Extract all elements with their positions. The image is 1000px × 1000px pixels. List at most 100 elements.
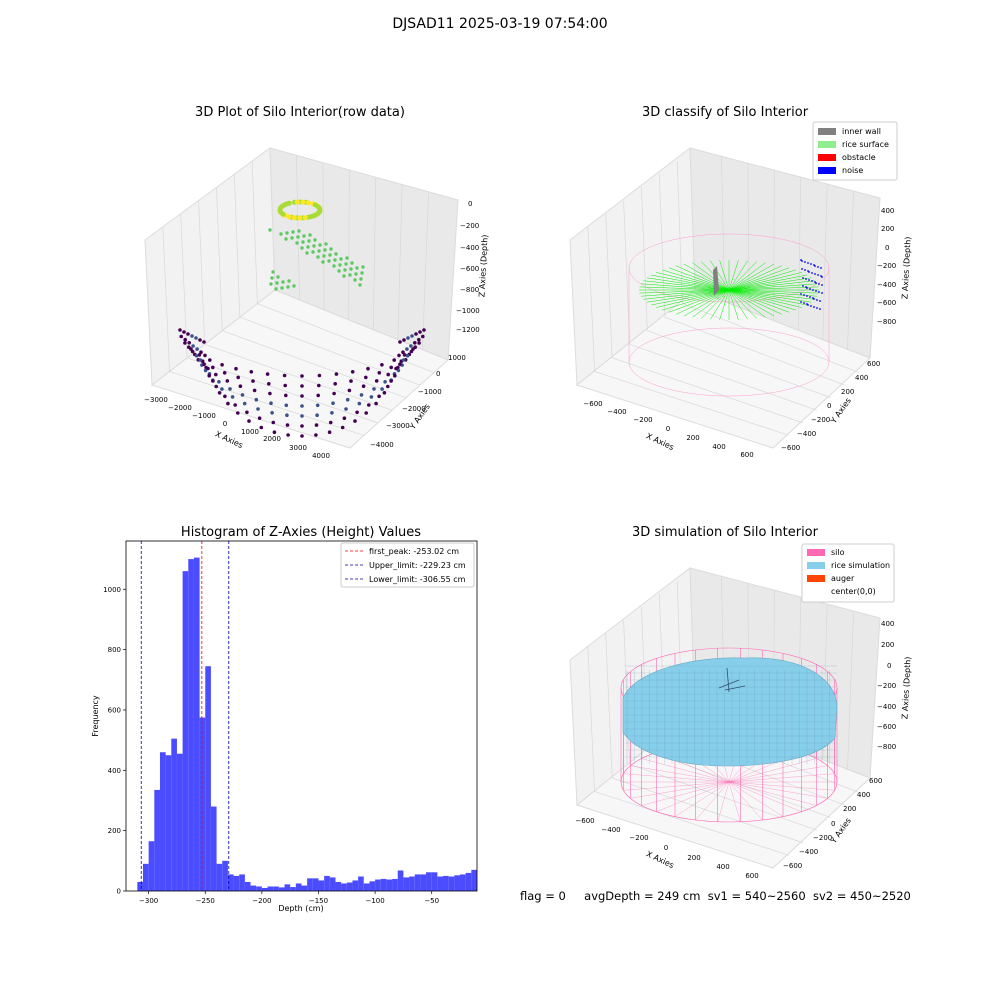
svg-text:0: 0 xyxy=(666,425,670,433)
grid-line xyxy=(587,646,595,792)
data-point xyxy=(417,341,421,345)
data-point xyxy=(281,280,285,284)
surface-line xyxy=(692,289,730,318)
data-point xyxy=(349,379,353,383)
grid-line xyxy=(612,357,804,424)
surface-line xyxy=(662,289,730,311)
data-point xyxy=(245,410,249,415)
svg-text:600: 600 xyxy=(745,872,758,880)
data-point xyxy=(234,366,238,371)
surface-line xyxy=(728,289,818,297)
data-point xyxy=(311,250,315,254)
data-point xyxy=(194,336,198,340)
silo-strut xyxy=(630,781,730,799)
data-point xyxy=(308,233,312,237)
grid-line xyxy=(629,763,818,831)
data-point xyxy=(257,416,262,421)
axes-panes xyxy=(569,147,881,449)
svg-text:−600: −600 xyxy=(877,723,896,731)
svg-text:−1000: −1000 xyxy=(418,388,442,396)
svg-text:−200: −200 xyxy=(811,416,830,424)
noise-point xyxy=(801,268,803,270)
y-axis-label: Frequency xyxy=(91,695,100,737)
surface-line xyxy=(728,289,757,319)
grid-line xyxy=(658,174,666,318)
data-point xyxy=(380,363,384,367)
data-point xyxy=(328,253,332,257)
data-point xyxy=(345,256,349,260)
data-point xyxy=(207,373,211,378)
data-point xyxy=(369,395,374,399)
data-point xyxy=(417,337,421,342)
chart-title: Histogram of Z-Axies (Height) Values xyxy=(181,525,421,540)
histogram-bar xyxy=(267,886,274,891)
noise-point xyxy=(810,305,812,307)
svg-text:−4000: −4000 xyxy=(370,441,394,449)
silo-strut xyxy=(656,781,730,812)
x-axis-label: X Axies xyxy=(645,431,676,452)
svg-text:−600: −600 xyxy=(781,444,800,452)
svg-text:0: 0 xyxy=(223,420,227,428)
surface-line xyxy=(728,262,766,291)
data-point xyxy=(348,273,352,277)
data-point xyxy=(302,215,308,221)
data-point xyxy=(334,252,338,256)
data-point xyxy=(402,338,406,342)
silo-strut xyxy=(641,781,730,806)
grid-line xyxy=(204,343,393,411)
svg-text:3000: 3000 xyxy=(289,444,307,452)
surface-line xyxy=(728,265,783,291)
grid-line xyxy=(664,316,846,386)
grid-line xyxy=(847,612,854,771)
grid-line xyxy=(647,330,832,399)
data-point xyxy=(240,393,245,397)
data-point xyxy=(300,424,304,428)
data-point xyxy=(349,267,353,271)
data-point xyxy=(315,413,319,418)
silo-strut xyxy=(728,758,817,783)
svg-text:noise: noise xyxy=(842,166,863,175)
histogram-bar xyxy=(380,878,387,891)
data-point xyxy=(355,266,359,270)
svg-text:0: 0 xyxy=(885,244,889,252)
data-point xyxy=(374,379,379,383)
surface-line xyxy=(728,263,775,291)
data-point xyxy=(300,404,304,408)
svg-text:−600: −600 xyxy=(783,862,802,870)
surface-line xyxy=(728,269,796,291)
svg-text:−3000: −3000 xyxy=(144,396,168,404)
data-point xyxy=(284,237,288,241)
grid-line xyxy=(682,303,860,373)
x-tick-labels: −600 −400 −200 0 200 400 600 xyxy=(575,817,758,880)
data-point xyxy=(386,384,390,389)
surface-line xyxy=(728,267,790,291)
grid-line xyxy=(251,161,258,304)
svg-text:400: 400 xyxy=(712,443,725,451)
legend-swatch xyxy=(818,154,836,161)
svg-text:−400: −400 xyxy=(460,244,479,252)
grid-line xyxy=(222,330,407,399)
noise-point xyxy=(803,294,805,296)
histogram-bar xyxy=(273,886,279,891)
histogram-bar xyxy=(239,874,245,891)
data-point xyxy=(313,238,317,242)
surface-line xyxy=(728,289,766,318)
histogram-bar xyxy=(403,877,410,891)
data-point xyxy=(358,283,362,287)
histogram-bar xyxy=(341,883,347,891)
legend-swatch xyxy=(818,141,836,148)
grid-line xyxy=(605,633,613,778)
data-point xyxy=(364,411,368,415)
data-point xyxy=(359,393,364,397)
surface-line xyxy=(728,274,807,291)
data-point xyxy=(291,215,297,221)
svg-text:Upper_limit: -229.23 cm: Upper_limit: -229.23 cm xyxy=(369,561,466,570)
grid-line xyxy=(348,170,350,321)
noise-point xyxy=(802,285,804,287)
svg-text:400: 400 xyxy=(881,207,894,215)
noise-point xyxy=(810,263,812,265)
noise-point xyxy=(814,265,816,267)
grid-line xyxy=(198,200,206,345)
svg-text:−600: −600 xyxy=(583,400,602,408)
data-point xyxy=(302,234,306,238)
